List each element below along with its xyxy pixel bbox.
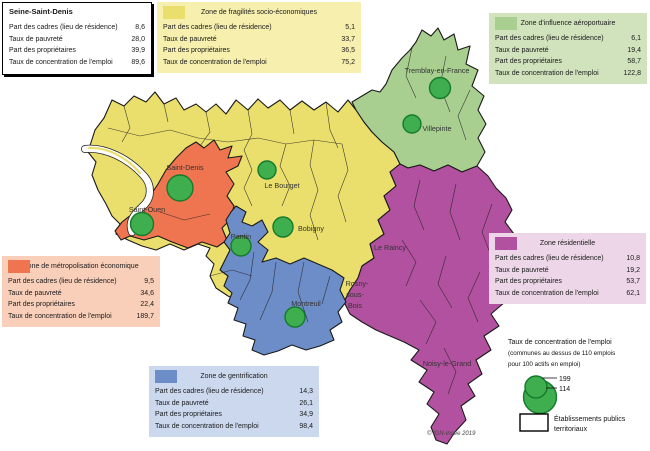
stat-row: Taux de concentration de l'emploi 98,4 [155,422,313,430]
zone-title: Zone de métropolisation économique [23,263,139,270]
ept-label-line1: Établissements publics [554,414,626,423]
legend-circle-min [524,375,548,399]
stat-row: Part des cadres (lieu de résidence) 9,5 [8,278,154,285]
zone-swatch [495,237,517,250]
employment-circle-saint-ouen[interactable] [129,211,155,237]
zone-title: Zone de fragilités socio-économiques [201,9,317,16]
legend-value-min: 114 [559,386,570,393]
department-title: Seine-Saint-Denis [9,7,73,16]
label-saint-denis: Saint-Denis [166,163,204,172]
employment-circle-saint-denis[interactable] [166,174,194,202]
symbol-legend-subtitle2: pour 100 actifs en emploi) [508,361,580,368]
label-rosny-line2: sous- [346,290,364,299]
stat-row: Taux de pauvreté 19,4 [495,46,641,54]
zone-panel-aeroportuaire: Zone d'influence aéroportuaire Part des … [489,13,647,85]
stat-row: Part des propriétaires 53,7 [495,278,640,286]
zone-title: Zone résidentielle [539,240,596,247]
stat-row: Part des propriétaires 58,7 [495,58,641,66]
employment-circle-le-bourget[interactable] [257,160,277,180]
stat-row: Part des propriétaires 36,5 [163,47,355,55]
ile-saint-denis-strip [87,146,142,175]
stat-row: Taux de pauvreté 26,1 [155,399,313,407]
symbol-legend-subtitle1: (communes au dessus de 110 emplois [508,350,615,357]
stat-row: Taux de pauvreté 34,6 [8,289,154,297]
stat-row: Part des propriétaires 39,9 [9,47,145,55]
legend-value-max: 199 [559,376,571,383]
stat-row: Taux de concentration de l'emploi 62,1 [495,289,640,297]
label-le-bourget: Le Bourget [264,181,299,190]
label-noisy-le-grand: Noisy-le-Grand [423,359,471,368]
ept-symbol [519,413,549,432]
label-saint-ouen: Saint-Ouen [129,205,165,214]
zone-title: Zone d'influence aéroportuaire [520,20,616,27]
stat-row: Part des cadres (lieu de résidence) 8,6 [9,24,145,31]
zone-swatch [8,260,30,273]
label-tremblay-en-france: Tremblay-en-France [405,66,470,75]
stat-row: Part des propriétaires 34,9 [155,411,313,419]
stat-row: Taux de pauvreté 28,0 [9,35,145,43]
employment-circle-montreuil[interactable] [284,306,306,328]
zone-panel-metropolisation: Zone de métropolisation économique Part … [2,256,160,328]
zone-swatch [163,6,185,19]
employment-circles [129,76,452,328]
stat-row: Taux de concentration de l'emploi 75,2 [163,58,355,66]
stat-row: Taux de pauvreté 19,2 [495,266,640,274]
label-pantin: Pantin [231,232,251,241]
ept-label-line2: territoriaux [554,426,588,433]
label-villepinte: Villepinte [422,124,451,133]
zone-swatch [495,17,517,30]
label-montreuil: Montreuil [291,299,321,308]
employment-circle-pantin[interactable] [230,235,252,257]
region-residentielle[interactable] [343,163,515,445]
stat-row: Taux de concentration de l'emploi 189,7 [8,312,154,320]
stat-row: Taux de pauvreté 33,7 [163,35,355,43]
stat-row: Taux de concentration de l'emploi 122,8 [495,69,641,77]
copyright-note: © IGN-Insee 2019 [427,430,476,437]
label-bobigny: Bobigny [298,224,324,233]
label-rosny-line3: Bois [348,301,362,310]
symbol-legend: Taux de concentration de l'emploi (commu… [508,339,626,433]
stat-row: Part des cadres (lieu de résidence) 14,3 [155,388,313,395]
symbol-legend-title: Taux de concentration de l'emploi [508,339,612,346]
zone-panel-fragilites: Zone de fragilités socio-économiques Par… [157,2,361,74]
stat-row: Part des cadres (lieu de résidence) 10,8 [495,255,640,262]
employment-circle-bobigny[interactable] [272,216,294,238]
region-gentrification[interactable] [219,205,347,356]
employment-circle-villepinte[interactable] [402,114,422,134]
commune-borders [107,47,493,395]
stat-row: Part des propriétaires 22,4 [8,301,154,309]
label-rosny-line1: Rosny- [346,279,369,288]
employment-circle-tremblay[interactable] [428,76,452,100]
zone-title: Zone de gentrification [200,373,268,380]
department-stats-box: Seine-Saint-Denis Part des cadres (lieu … [2,2,152,76]
label-le-raincy: Le Raincy [374,243,406,252]
stat-row: Taux de concentration de l'emploi 89,6 [9,58,145,66]
stat-row: Part des cadres (lieu de résidence) 5,1 [163,24,355,31]
zone-panel-gentrification: Zone de gentrification Part des cadres (… [149,366,319,438]
zone-panel-residentielle: Zone résidentielle Part des cadres (lieu… [489,233,646,305]
stat-row: Part des cadres (lieu de résidence) 6,1 [495,35,641,42]
zone-swatch [155,370,177,383]
